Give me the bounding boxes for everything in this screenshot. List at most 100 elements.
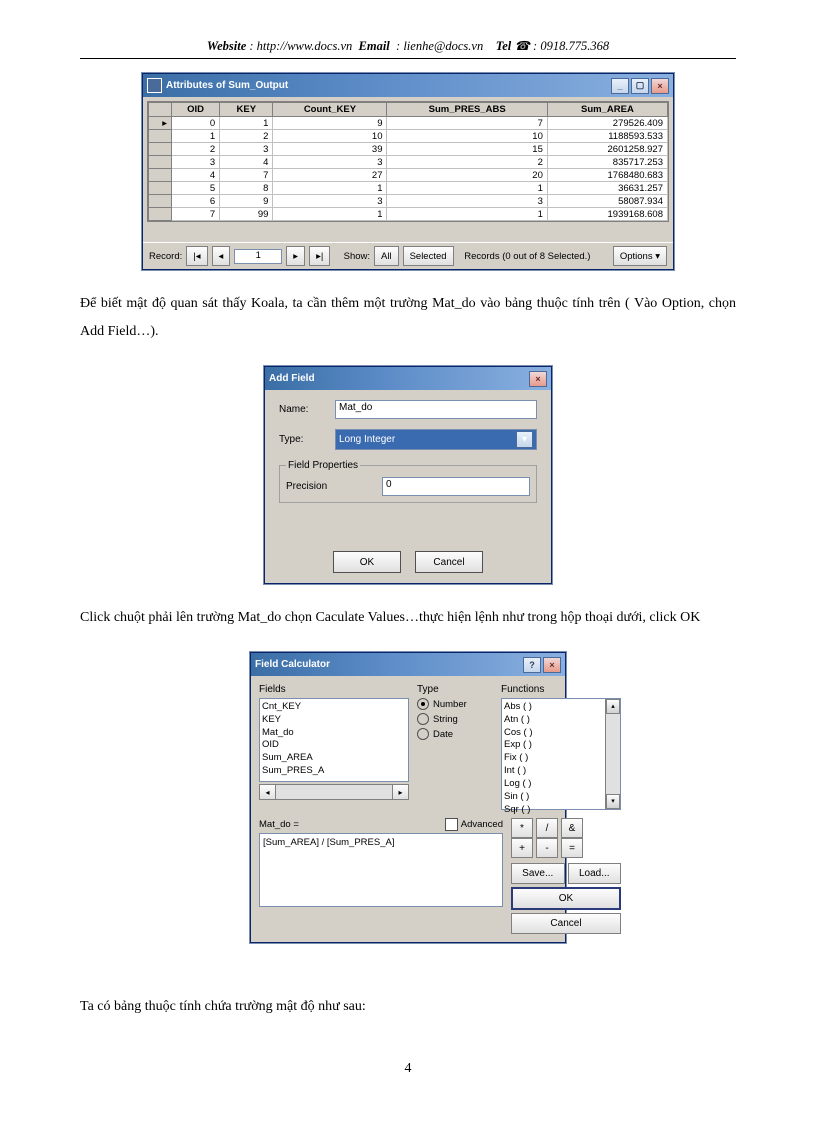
- save-button[interactable]: Save...: [511, 863, 565, 884]
- type-radio[interactable]: String: [417, 713, 493, 725]
- column-header[interactable]: OID: [172, 103, 220, 117]
- row-header[interactable]: [149, 143, 172, 156]
- field-calculator-dialog: Field Calculator ? × Fields Cnt_KEYKEYMa…: [250, 652, 566, 943]
- list-item[interactable]: Atn ( ): [504, 714, 604, 727]
- table-row[interactable]: ▸0197279526.409: [149, 117, 668, 130]
- chevron-down-icon: ▾: [516, 431, 533, 448]
- row-header[interactable]: [149, 169, 172, 182]
- row-header[interactable]: [149, 182, 172, 195]
- close-button[interactable]: ×: [529, 371, 547, 387]
- window-title: Attributes of Sum_Output: [166, 80, 288, 91]
- list-item[interactable]: Fix ( ): [504, 752, 604, 765]
- column-header[interactable]: Sum_PRES_ABS: [387, 103, 547, 117]
- list-item[interactable]: Sin ( ): [504, 791, 604, 804]
- operator-button[interactable]: =: [561, 838, 583, 858]
- table-row[interactable]: 581136631.257: [149, 182, 668, 195]
- operator-button[interactable]: -: [536, 838, 558, 858]
- precision-input[interactable]: 0: [382, 477, 530, 496]
- minimize-button[interactable]: _: [611, 78, 629, 94]
- list-item[interactable]: Sum_AREA: [262, 752, 406, 765]
- operator-button[interactable]: &: [561, 818, 583, 838]
- list-item[interactable]: Cnt_KEY: [262, 701, 406, 714]
- row-header[interactable]: [149, 156, 172, 169]
- type-radio[interactable]: Date: [417, 728, 493, 740]
- row-header[interactable]: ▸: [149, 117, 172, 130]
- list-item[interactable]: Cos ( ): [504, 727, 604, 740]
- show-all-button[interactable]: All: [374, 246, 399, 266]
- table-row[interactable]: 3432835717.253: [149, 156, 668, 169]
- type-select[interactable]: Long Integer▾: [335, 429, 537, 450]
- fields-listbox[interactable]: Cnt_KEYKEYMat_doOIDSum_AREASum_PRES_A: [259, 698, 409, 782]
- table-cell: 10: [387, 130, 547, 143]
- functions-listbox[interactable]: Abs ( )Atn ( )Cos ( )Exp ( )Fix ( )Int (…: [501, 698, 621, 810]
- load-button[interactable]: Load...: [568, 863, 622, 884]
- next-record-button[interactable]: ▸: [286, 246, 305, 266]
- cancel-button[interactable]: Cancel: [415, 551, 483, 573]
- type-radio[interactable]: Number: [417, 698, 493, 710]
- table-cell: 2: [387, 156, 547, 169]
- field-properties-group: Field Properties Precision 0: [279, 460, 537, 503]
- table-cell: 1: [220, 117, 273, 130]
- table-cell: 9: [273, 117, 387, 130]
- operator-button[interactable]: +: [511, 838, 533, 858]
- maximize-button[interactable]: ▢: [631, 78, 649, 94]
- table-row[interactable]: 1210101188593.533: [149, 130, 668, 143]
- show-selected-button[interactable]: Selected: [403, 246, 454, 266]
- list-item[interactable]: OID: [262, 739, 406, 752]
- expression-textarea[interactable]: [Sum_AREA] / [Sum_PRES_A]: [259, 833, 503, 907]
- dialog-title: Field Calculator: [255, 659, 330, 670]
- advanced-checkbox[interactable]: [445, 818, 458, 831]
- table-cell: 15: [387, 143, 547, 156]
- field-calculator-titlebar[interactable]: Field Calculator ? ×: [251, 653, 565, 676]
- column-header[interactable]: Sum_AREA: [547, 103, 667, 117]
- table-cell: 1188593.533: [547, 130, 667, 143]
- first-record-button[interactable]: |◂: [186, 246, 207, 266]
- list-item[interactable]: Abs ( ): [504, 701, 604, 714]
- scroll-left-button[interactable]: ◂: [259, 784, 276, 800]
- help-button[interactable]: ?: [523, 657, 541, 673]
- table-cell: 27: [273, 169, 387, 182]
- row-header[interactable]: [149, 195, 172, 208]
- scroll-right-button[interactable]: ▸: [392, 784, 409, 800]
- attributes-titlebar[interactable]: Attributes of Sum_Output _ ▢ ×: [143, 74, 673, 97]
- ok-button[interactable]: OK: [511, 887, 621, 910]
- row-header[interactable]: [149, 208, 172, 221]
- close-button[interactable]: ×: [651, 78, 669, 94]
- fields-scrollbar[interactable]: ◂▸: [259, 784, 409, 800]
- table-cell: 2: [220, 130, 273, 143]
- attributes-table: OIDKEYCount_KEYSum_PRES_ABSSum_AREA ▸019…: [148, 102, 668, 221]
- table-row[interactable]: 2339152601258.927: [149, 143, 668, 156]
- close-button[interactable]: ×: [543, 657, 561, 673]
- cancel-button[interactable]: Cancel: [511, 913, 621, 934]
- attributes-statusbar: Record: |◂ ◂ 1 ▸ ▸| Show: All Selected R…: [143, 242, 673, 269]
- list-item[interactable]: KEY: [262, 714, 406, 727]
- operator-button[interactable]: *: [511, 818, 533, 838]
- list-item[interactable]: Log ( ): [504, 778, 604, 791]
- table-row[interactable]: 4727201768480.683: [149, 169, 668, 182]
- table-row[interactable]: 799111939168.608: [149, 208, 668, 221]
- list-item[interactable]: Sum_PRES_A: [262, 765, 406, 778]
- functions-scrollbar[interactable]: ▴▾: [605, 699, 620, 809]
- record-number-input[interactable]: 1: [234, 249, 282, 264]
- column-header[interactable]: Count_KEY: [273, 103, 387, 117]
- table-row[interactable]: 693358087.934: [149, 195, 668, 208]
- paragraph-3: Ta có bảng thuộc tính chứa trường mật độ…: [80, 993, 736, 1021]
- operator-button[interactable]: /: [536, 818, 558, 838]
- prev-record-button[interactable]: ◂: [212, 246, 231, 266]
- add-field-titlebar[interactable]: Add Field ×: [265, 367, 551, 390]
- list-item[interactable]: Sqr ( ): [504, 804, 604, 817]
- last-record-button[interactable]: ▸|: [309, 246, 330, 266]
- column-header[interactable]: KEY: [220, 103, 273, 117]
- list-item[interactable]: Exp ( ): [504, 739, 604, 752]
- table-cell: 5: [172, 182, 220, 195]
- name-input[interactable]: Mat_do: [335, 400, 537, 419]
- list-item[interactable]: Int ( ): [504, 765, 604, 778]
- table-cell: 7: [172, 208, 220, 221]
- row-header[interactable]: [149, 130, 172, 143]
- table-cell: 1: [273, 182, 387, 195]
- list-item[interactable]: Mat_do: [262, 727, 406, 740]
- table-cell: 7: [387, 117, 547, 130]
- functions-label: Functions: [501, 684, 621, 695]
- ok-button[interactable]: OK: [333, 551, 401, 573]
- options-button[interactable]: Options ▾: [613, 246, 667, 266]
